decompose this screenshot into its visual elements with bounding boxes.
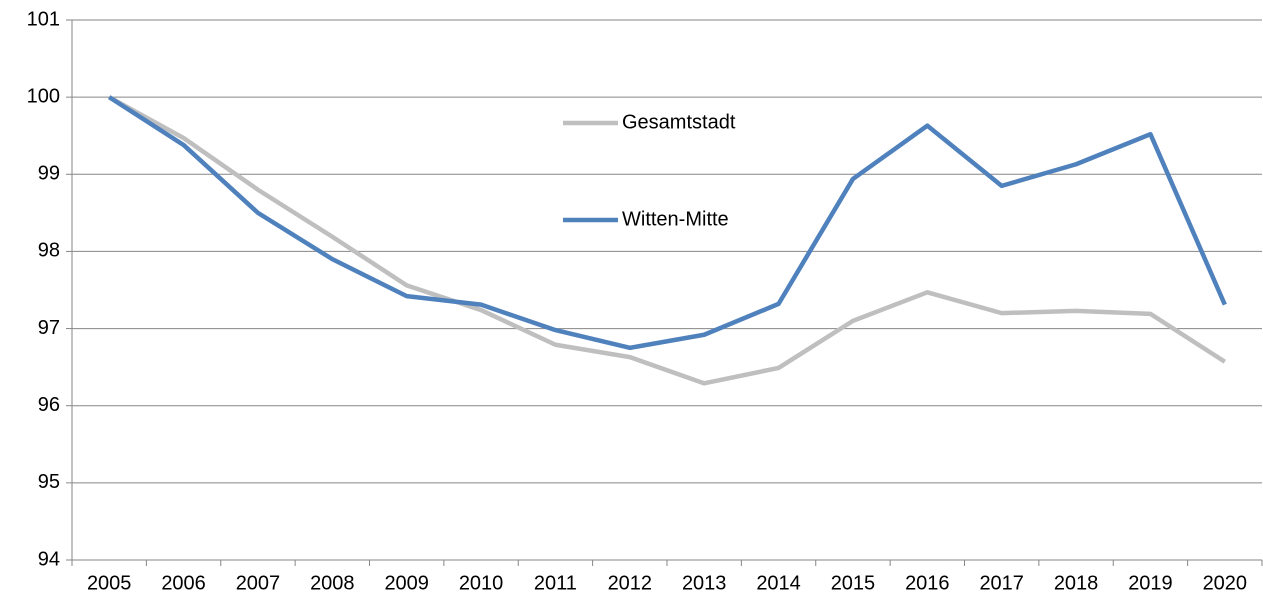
y-tick-label: 94 [38,548,60,570]
x-tick-label: 2009 [384,572,429,594]
x-tick-label: 2008 [310,572,355,594]
x-tick-label: 2011 [534,572,577,594]
x-tick-label: 2007 [236,572,281,594]
legend-label: Witten-Mitte [622,208,729,230]
y-tick-label: 96 [38,394,60,416]
y-tick-label: 100 [27,85,60,107]
legend-label: Gesamtstadt [622,111,736,133]
x-tick-label: 2013 [682,572,727,594]
x-tick-label: 2014 [756,572,801,594]
x-tick-label: 2019 [1128,572,1173,594]
x-tick-label: 2018 [1054,572,1099,594]
x-tick-label: 2015 [831,572,876,594]
x-tick-label: 2017 [979,572,1024,594]
series-line [107,95,1227,351]
x-tick-label: 2006 [161,572,206,594]
y-tick-label: 99 [38,163,60,185]
y-tick-label: 95 [38,471,60,493]
x-tick-label: 2016 [905,572,950,594]
y-tick-label: 97 [38,317,60,339]
x-tick-label: 2005 [87,572,132,594]
series-line [108,95,1227,386]
x-tick-label: 2010 [459,572,504,594]
y-tick-label: 98 [38,240,60,262]
x-tick-label: 2012 [608,572,653,594]
x-tick-label: 2020 [1203,572,1248,594]
y-tick-label: 101 [27,8,60,30]
